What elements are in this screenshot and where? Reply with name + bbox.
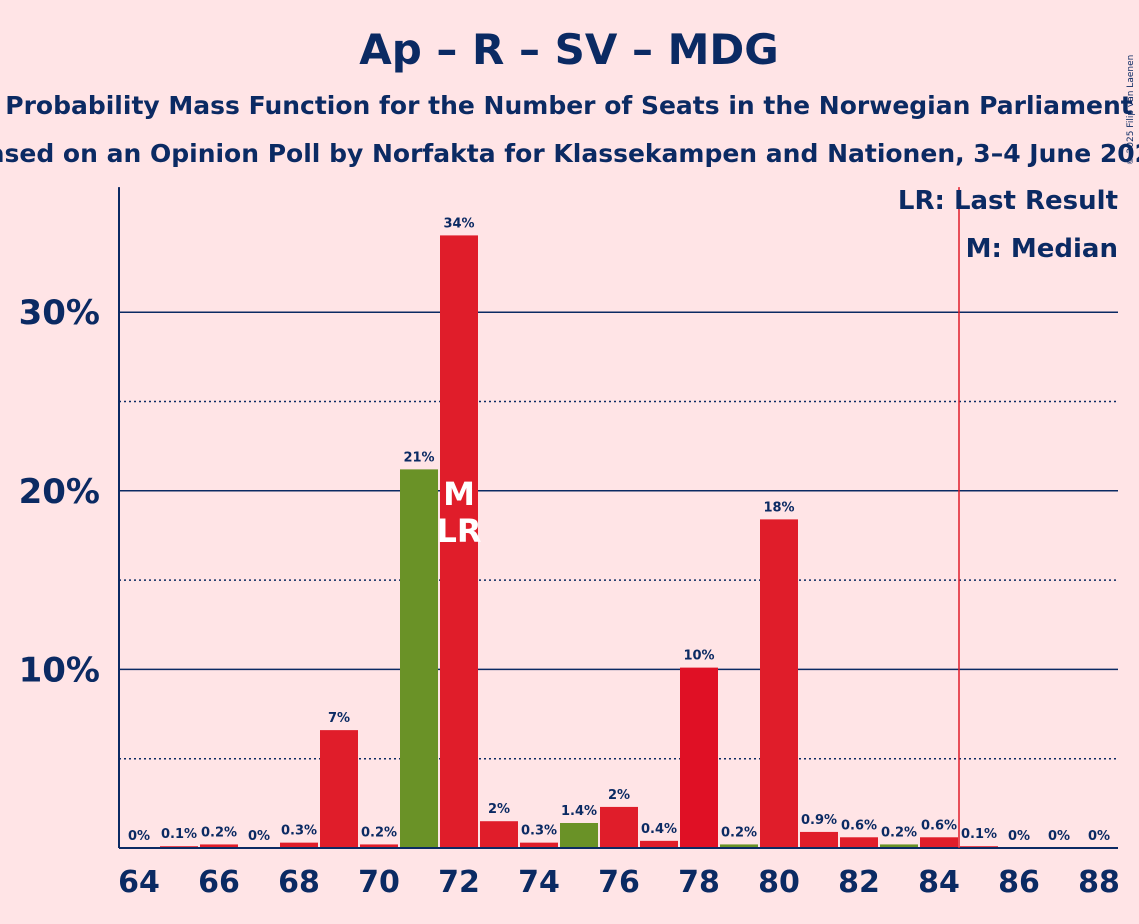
data-label-seat-74: 0.3% xyxy=(521,824,557,839)
bar-seat-70 xyxy=(360,844,398,848)
data-label-seat-77: 0.4% xyxy=(641,822,677,837)
data-label-seat-76: 2% xyxy=(608,788,630,803)
data-label-seat-67: 0% xyxy=(248,829,270,844)
data-label-seat-88: 0% xyxy=(1088,829,1110,844)
data-label-seat-82: 0.6% xyxy=(841,818,877,833)
x-tick-label: 82 xyxy=(838,865,880,900)
x-tick-label: 72 xyxy=(438,865,480,900)
gridlines xyxy=(119,311,1118,760)
data-label-seat-65: 0.1% xyxy=(161,827,197,842)
bar-seat-72 xyxy=(440,235,478,849)
bars xyxy=(160,235,998,849)
data-label-seat-81: 0.9% xyxy=(801,813,837,828)
data-label-seat-84: 0.6% xyxy=(921,818,957,833)
x-tick-label: 66 xyxy=(198,865,240,900)
x-tick-label: 70 xyxy=(358,865,400,900)
chart-subtitle-2: Based on an Opinion Poll by Norfakta for… xyxy=(0,139,1139,168)
bar-seat-79 xyxy=(720,844,758,848)
data-label-seat-80: 18% xyxy=(763,500,794,515)
data-label-seat-75: 1.4% xyxy=(561,804,597,819)
legend-median: M: Median xyxy=(966,234,1118,264)
y-tick-label: 20% xyxy=(19,472,100,512)
data-label-seat-66: 0.2% xyxy=(201,825,237,840)
bar-seat-77 xyxy=(640,840,678,848)
legend-last-result: LR: Last Result xyxy=(898,186,1118,216)
data-label-seat-69: 7% xyxy=(328,711,350,726)
x-tick-label: 74 xyxy=(518,865,560,900)
bar-seat-74 xyxy=(520,842,558,848)
data-label-seat-78: 10% xyxy=(683,649,714,664)
bar-seat-81 xyxy=(800,831,838,848)
bar-seat-80 xyxy=(760,519,798,848)
copyright-note: © 2025 Filip van Laenen xyxy=(1126,55,1136,166)
bar-seat-71 xyxy=(400,469,438,848)
bar-seat-69 xyxy=(320,730,358,848)
bar-seat-66 xyxy=(200,844,238,848)
x-tick-label: 88 xyxy=(1078,865,1120,900)
data-label-seat-72: 34% xyxy=(443,216,474,231)
y-tick-label: 30% xyxy=(19,293,100,333)
data-label-seat-86: 0% xyxy=(1008,829,1030,844)
bar-seat-82 xyxy=(840,837,878,848)
bar-seat-68 xyxy=(280,842,318,848)
data-label-seat-68: 0.3% xyxy=(281,824,317,839)
x-tick-label: 80 xyxy=(758,865,800,900)
bar-seat-78 xyxy=(680,667,718,848)
data-labels: 0% 0.1% 0.2% 0% 0.3% 7% 0.2% 21% 34% MLR 2% 0.3% 1.4… xyxy=(128,216,1110,844)
x-tick-label: 84 xyxy=(918,865,960,900)
data-label-seat-70: 0.2% xyxy=(361,825,397,840)
data-label-seat-83: 0.2% xyxy=(881,825,917,840)
axes: 10% 20% 30% 64 66 68 70 72 74 76 78 80 82 84 86 88 xyxy=(19,187,1120,900)
data-label-seat-73: 2% xyxy=(488,802,510,817)
data-label-seat-87: 0% xyxy=(1048,829,1070,844)
data-label-seat-79: 0.2% xyxy=(721,825,757,840)
chart-title: Ap – R – SV – MDG xyxy=(359,25,779,74)
bar-inner-label: LR xyxy=(436,512,481,550)
data-label-seat-64: 0% xyxy=(128,829,150,844)
bar-seat-83 xyxy=(880,844,918,848)
x-tick-label: 78 xyxy=(678,865,720,900)
x-tick-label: 86 xyxy=(998,865,1040,900)
chart-subtitle-1: Probability Mass Function for the Number… xyxy=(5,91,1133,120)
bar-seat-73 xyxy=(480,821,518,848)
data-label-seat-71: 21% xyxy=(403,450,434,465)
y-tick-label: 10% xyxy=(19,650,100,690)
bar-inner-label: M xyxy=(443,475,475,513)
bar-seat-75 xyxy=(560,822,598,848)
bar-seat-76 xyxy=(600,806,638,848)
x-tick-label: 68 xyxy=(278,865,320,900)
x-tick-label: 64 xyxy=(118,865,160,900)
data-label-seat-85: 0.1% xyxy=(961,827,997,842)
x-tick-label: 76 xyxy=(598,865,640,900)
bar-seat-84 xyxy=(920,837,958,848)
